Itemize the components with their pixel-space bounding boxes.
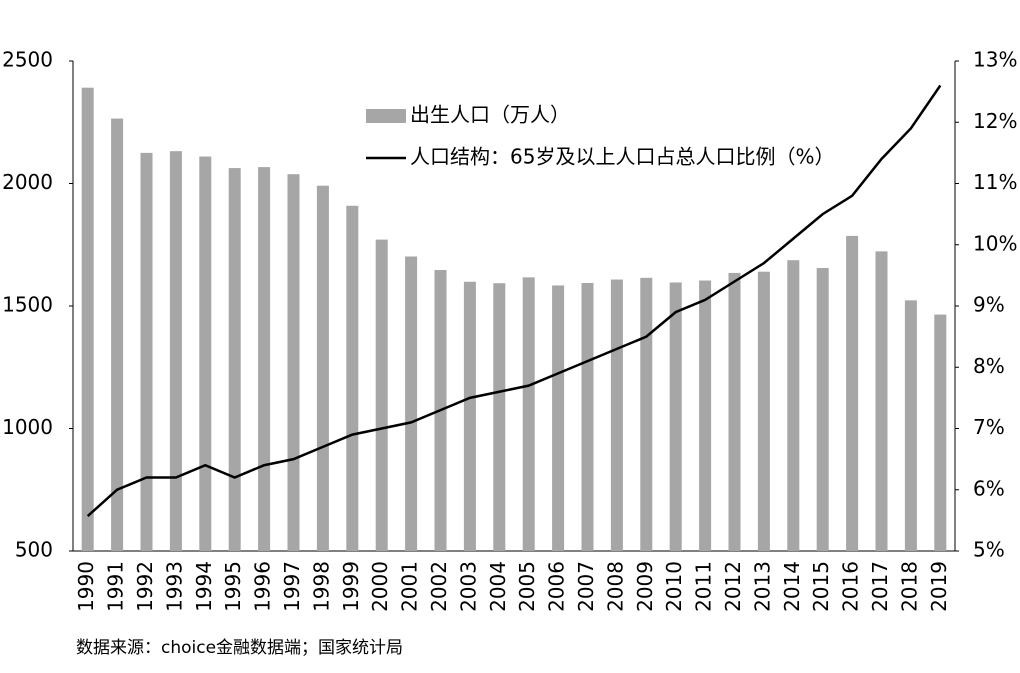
x-tick-label: 2016 [839,561,863,612]
bar [493,283,506,551]
bar [228,168,241,551]
y2-tick-label: 5% [973,538,1005,562]
x-tick-label: 1998 [309,561,333,612]
bar [111,118,124,551]
bar [346,205,359,552]
bar [934,314,947,551]
x-tick-label: 1999 [339,561,363,612]
x-tick-label: 1994 [192,561,216,612]
bar [699,280,712,551]
bar [846,235,859,551]
legend-label: 人口结构：65岁及以上人口占总人口比例（%） [410,145,834,169]
bar [640,277,653,551]
legend-label: 出生人口（万人） [410,103,570,127]
bar [904,300,917,551]
y2-tick-label: 7% [973,415,1005,439]
x-tick-label: 1991 [104,561,128,612]
bar [375,239,388,552]
x-tick-label: 2007 [574,561,598,612]
line [86,84,942,518]
x-tick-label: 2012 [721,561,745,612]
y2-tick-label: 10% [973,231,1017,255]
x-tick-label: 2001 [398,561,422,612]
y-tick-label: 500 [15,538,53,562]
source-note: 数据来源：choice金融数据端；国家统计局 [76,638,403,658]
y-tick-label: 2500 [2,48,53,72]
x-tick-label: 2018 [897,561,921,612]
x-tick-label: 1990 [74,561,98,612]
x-tick-label: 2013 [750,561,774,612]
x-tick-label: 1997 [280,561,304,612]
y2-tick-label: 8% [973,354,1005,378]
bar [875,251,888,552]
bar [757,271,770,551]
y-tick-label: 1000 [2,415,53,439]
bar [199,156,212,552]
bar [669,282,682,551]
bar [787,260,800,551]
x-tick-label: 1993 [162,561,186,612]
y2-tick-label: 13% [973,48,1017,72]
y2-tick-label: 6% [973,476,1005,500]
x-tick-label: 2002 [427,561,451,612]
x-tick-label: 2015 [809,561,833,612]
x-tick-label: 2010 [662,561,686,612]
bar [610,279,623,551]
y2-tick-label: 12% [973,109,1017,133]
x-tick-label: 1996 [251,561,275,612]
x-tick-label: 2014 [780,561,804,612]
bar [728,272,741,551]
x-tick-label: 2000 [368,561,392,612]
bar [405,256,418,551]
bar [552,285,565,551]
x-tick-label: 2005 [515,561,539,612]
x-tick-label: 2003 [456,561,480,612]
x-tick-label: 2008 [603,561,627,612]
bar [522,277,535,551]
bar [816,268,829,551]
y2-tick-label: 11% [973,170,1017,194]
y2-tick-label: 9% [973,293,1005,317]
bar [581,282,594,551]
bar [81,87,94,551]
x-tick-label: 2004 [486,561,510,612]
legend-swatch [366,109,406,123]
x-tick-label: 2009 [633,561,657,612]
x-tick-label: 1992 [133,561,157,612]
bar [316,185,329,551]
bar [140,152,153,551]
bar [287,174,300,551]
x-tick-label: 2019 [927,561,951,612]
y-tick-label: 1500 [2,293,53,317]
x-tick-label: 2006 [545,561,569,612]
x-tick-label: 2017 [868,561,892,612]
y-tick-label: 2000 [2,170,53,194]
x-tick-label: 2011 [692,561,716,612]
x-tick-label: 1995 [221,561,245,612]
bar [463,281,476,551]
bar [258,167,271,551]
bar [169,151,182,551]
